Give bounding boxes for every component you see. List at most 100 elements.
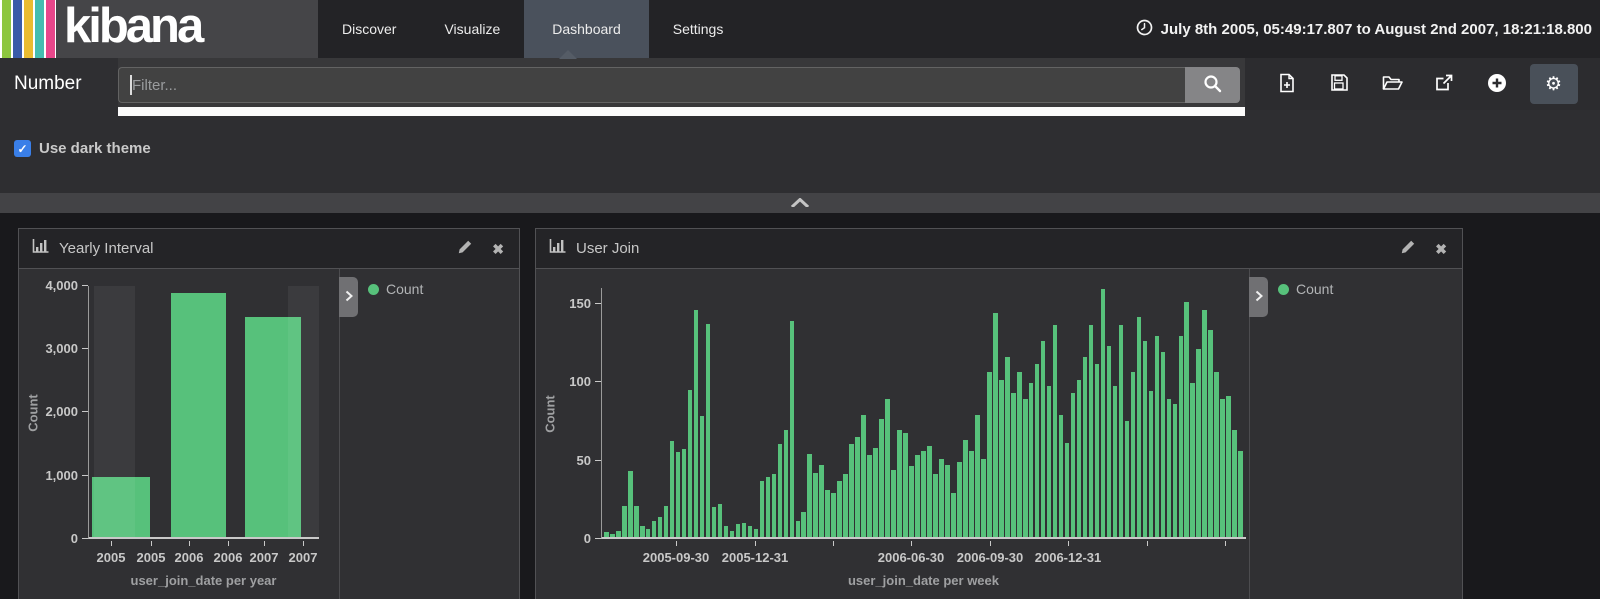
nav-tab-settings[interactable]: Settings xyxy=(672,21,724,37)
bar[interactable] xyxy=(1232,430,1237,537)
bar[interactable] xyxy=(1034,364,1040,537)
time-picker-button[interactable]: July 8th 2005, 05:49:17.807 to August 2n… xyxy=(1132,0,1596,58)
bar[interactable] xyxy=(813,473,819,537)
bar[interactable] xyxy=(693,310,699,537)
bar[interactable] xyxy=(1070,393,1076,537)
bar[interactable] xyxy=(735,524,741,537)
bar[interactable] xyxy=(975,415,980,537)
bar[interactable] xyxy=(1148,391,1154,537)
bar[interactable] xyxy=(657,517,663,537)
bar[interactable] xyxy=(1160,352,1166,537)
bar[interactable] xyxy=(663,506,669,537)
legend-item-count[interactable]: Count xyxy=(340,269,519,297)
bar[interactable] xyxy=(873,448,878,537)
nav-tab-discover[interactable]: Discover xyxy=(342,21,397,37)
bar[interactable] xyxy=(891,470,896,537)
bar[interactable] xyxy=(1178,336,1184,537)
bar[interactable] xyxy=(1226,396,1231,537)
bar[interactable] xyxy=(747,526,753,537)
bar[interactable] xyxy=(969,451,974,537)
bar[interactable] xyxy=(1112,386,1118,537)
bar[interactable] xyxy=(1196,349,1202,537)
bar[interactable] xyxy=(837,481,842,537)
share-dashboard-button[interactable] xyxy=(1425,64,1465,104)
bar[interactable] xyxy=(945,465,950,537)
bar[interactable] xyxy=(771,474,777,537)
open-dashboard-button[interactable] xyxy=(1372,64,1412,104)
bar[interactable] xyxy=(1058,415,1064,537)
bar[interactable] xyxy=(717,504,723,537)
bar[interactable] xyxy=(1208,330,1214,537)
bar[interactable] xyxy=(963,440,968,537)
add-visualization-button[interactable] xyxy=(1477,64,1517,104)
bar[interactable] xyxy=(639,526,645,537)
bar[interactable] xyxy=(609,534,615,537)
bar[interactable] xyxy=(604,532,609,537)
dashboard-settings-button[interactable]: ⚙ xyxy=(1529,64,1578,104)
bar[interactable] xyxy=(645,529,651,537)
bar[interactable] xyxy=(939,459,944,537)
bar[interactable] xyxy=(909,466,914,537)
bar[interactable] xyxy=(633,506,639,537)
bar[interactable] xyxy=(927,446,932,537)
bar[interactable] xyxy=(819,465,825,537)
bar[interactable] xyxy=(723,526,729,537)
nav-tab-dashboard[interactable]: Dashboard xyxy=(524,0,649,58)
bar[interactable] xyxy=(753,529,759,537)
bar[interactable] xyxy=(741,523,747,537)
bar[interactable] xyxy=(951,493,956,537)
bar[interactable] xyxy=(1142,341,1148,537)
bar[interactable] xyxy=(1118,325,1124,537)
bar[interactable] xyxy=(807,454,813,537)
bar[interactable] xyxy=(621,506,627,537)
bar[interactable] xyxy=(831,493,836,537)
bar[interactable] xyxy=(1106,346,1112,537)
legend-item-count[interactable]: Count xyxy=(1250,269,1462,297)
bar[interactable] xyxy=(1238,451,1243,537)
bar[interactable] xyxy=(1214,372,1219,537)
bar[interactable] xyxy=(777,444,783,537)
bar[interactable] xyxy=(687,390,693,537)
bar[interactable] xyxy=(867,455,872,537)
bar[interactable] xyxy=(699,416,705,537)
bar[interactable] xyxy=(855,437,860,537)
bar[interactable] xyxy=(783,430,789,537)
bar[interactable] xyxy=(1010,393,1016,537)
bar[interactable] xyxy=(1082,357,1088,537)
bar[interactable] xyxy=(795,521,801,537)
bar[interactable] xyxy=(675,452,681,537)
bar[interactable] xyxy=(921,451,926,537)
new-dashboard-button[interactable] xyxy=(1267,64,1307,104)
bar[interactable] xyxy=(1076,380,1082,537)
panel-header[interactable]: User Join ✖ xyxy=(536,229,1462,269)
bar[interactable] xyxy=(1130,372,1136,537)
bar[interactable] xyxy=(885,399,890,537)
bar[interactable] xyxy=(1004,357,1010,537)
bar[interactable] xyxy=(1052,325,1058,537)
bar[interactable] xyxy=(1040,341,1046,537)
bar[interactable] xyxy=(711,507,717,537)
bar[interactable] xyxy=(1046,386,1052,537)
bar[interactable] xyxy=(1220,399,1225,537)
bar[interactable] xyxy=(1172,404,1178,537)
bar[interactable] xyxy=(861,415,866,537)
bar[interactable] xyxy=(1154,336,1160,537)
remove-panel-button[interactable]: ✖ xyxy=(490,240,506,258)
kibana-logo[interactable]: kibana xyxy=(0,0,318,58)
bar[interactable] xyxy=(849,444,854,537)
legend-toggle-button[interactable] xyxy=(1249,277,1268,317)
bar[interactable] xyxy=(1028,383,1034,537)
bar[interactable] xyxy=(998,380,1004,537)
bar[interactable] xyxy=(669,441,675,537)
bar[interactable] xyxy=(1016,372,1022,537)
edit-visualization-button[interactable] xyxy=(456,238,474,259)
bar[interactable] xyxy=(91,477,150,537)
bar[interactable] xyxy=(651,521,657,537)
bar[interactable] xyxy=(705,324,711,537)
bar[interactable] xyxy=(1088,325,1094,537)
legend-toggle-button[interactable] xyxy=(339,277,358,317)
edit-visualization-button[interactable] xyxy=(1399,238,1417,259)
bar[interactable] xyxy=(245,317,302,537)
bar[interactable] xyxy=(933,474,938,537)
collapse-options-bar[interactable] xyxy=(0,193,1600,213)
